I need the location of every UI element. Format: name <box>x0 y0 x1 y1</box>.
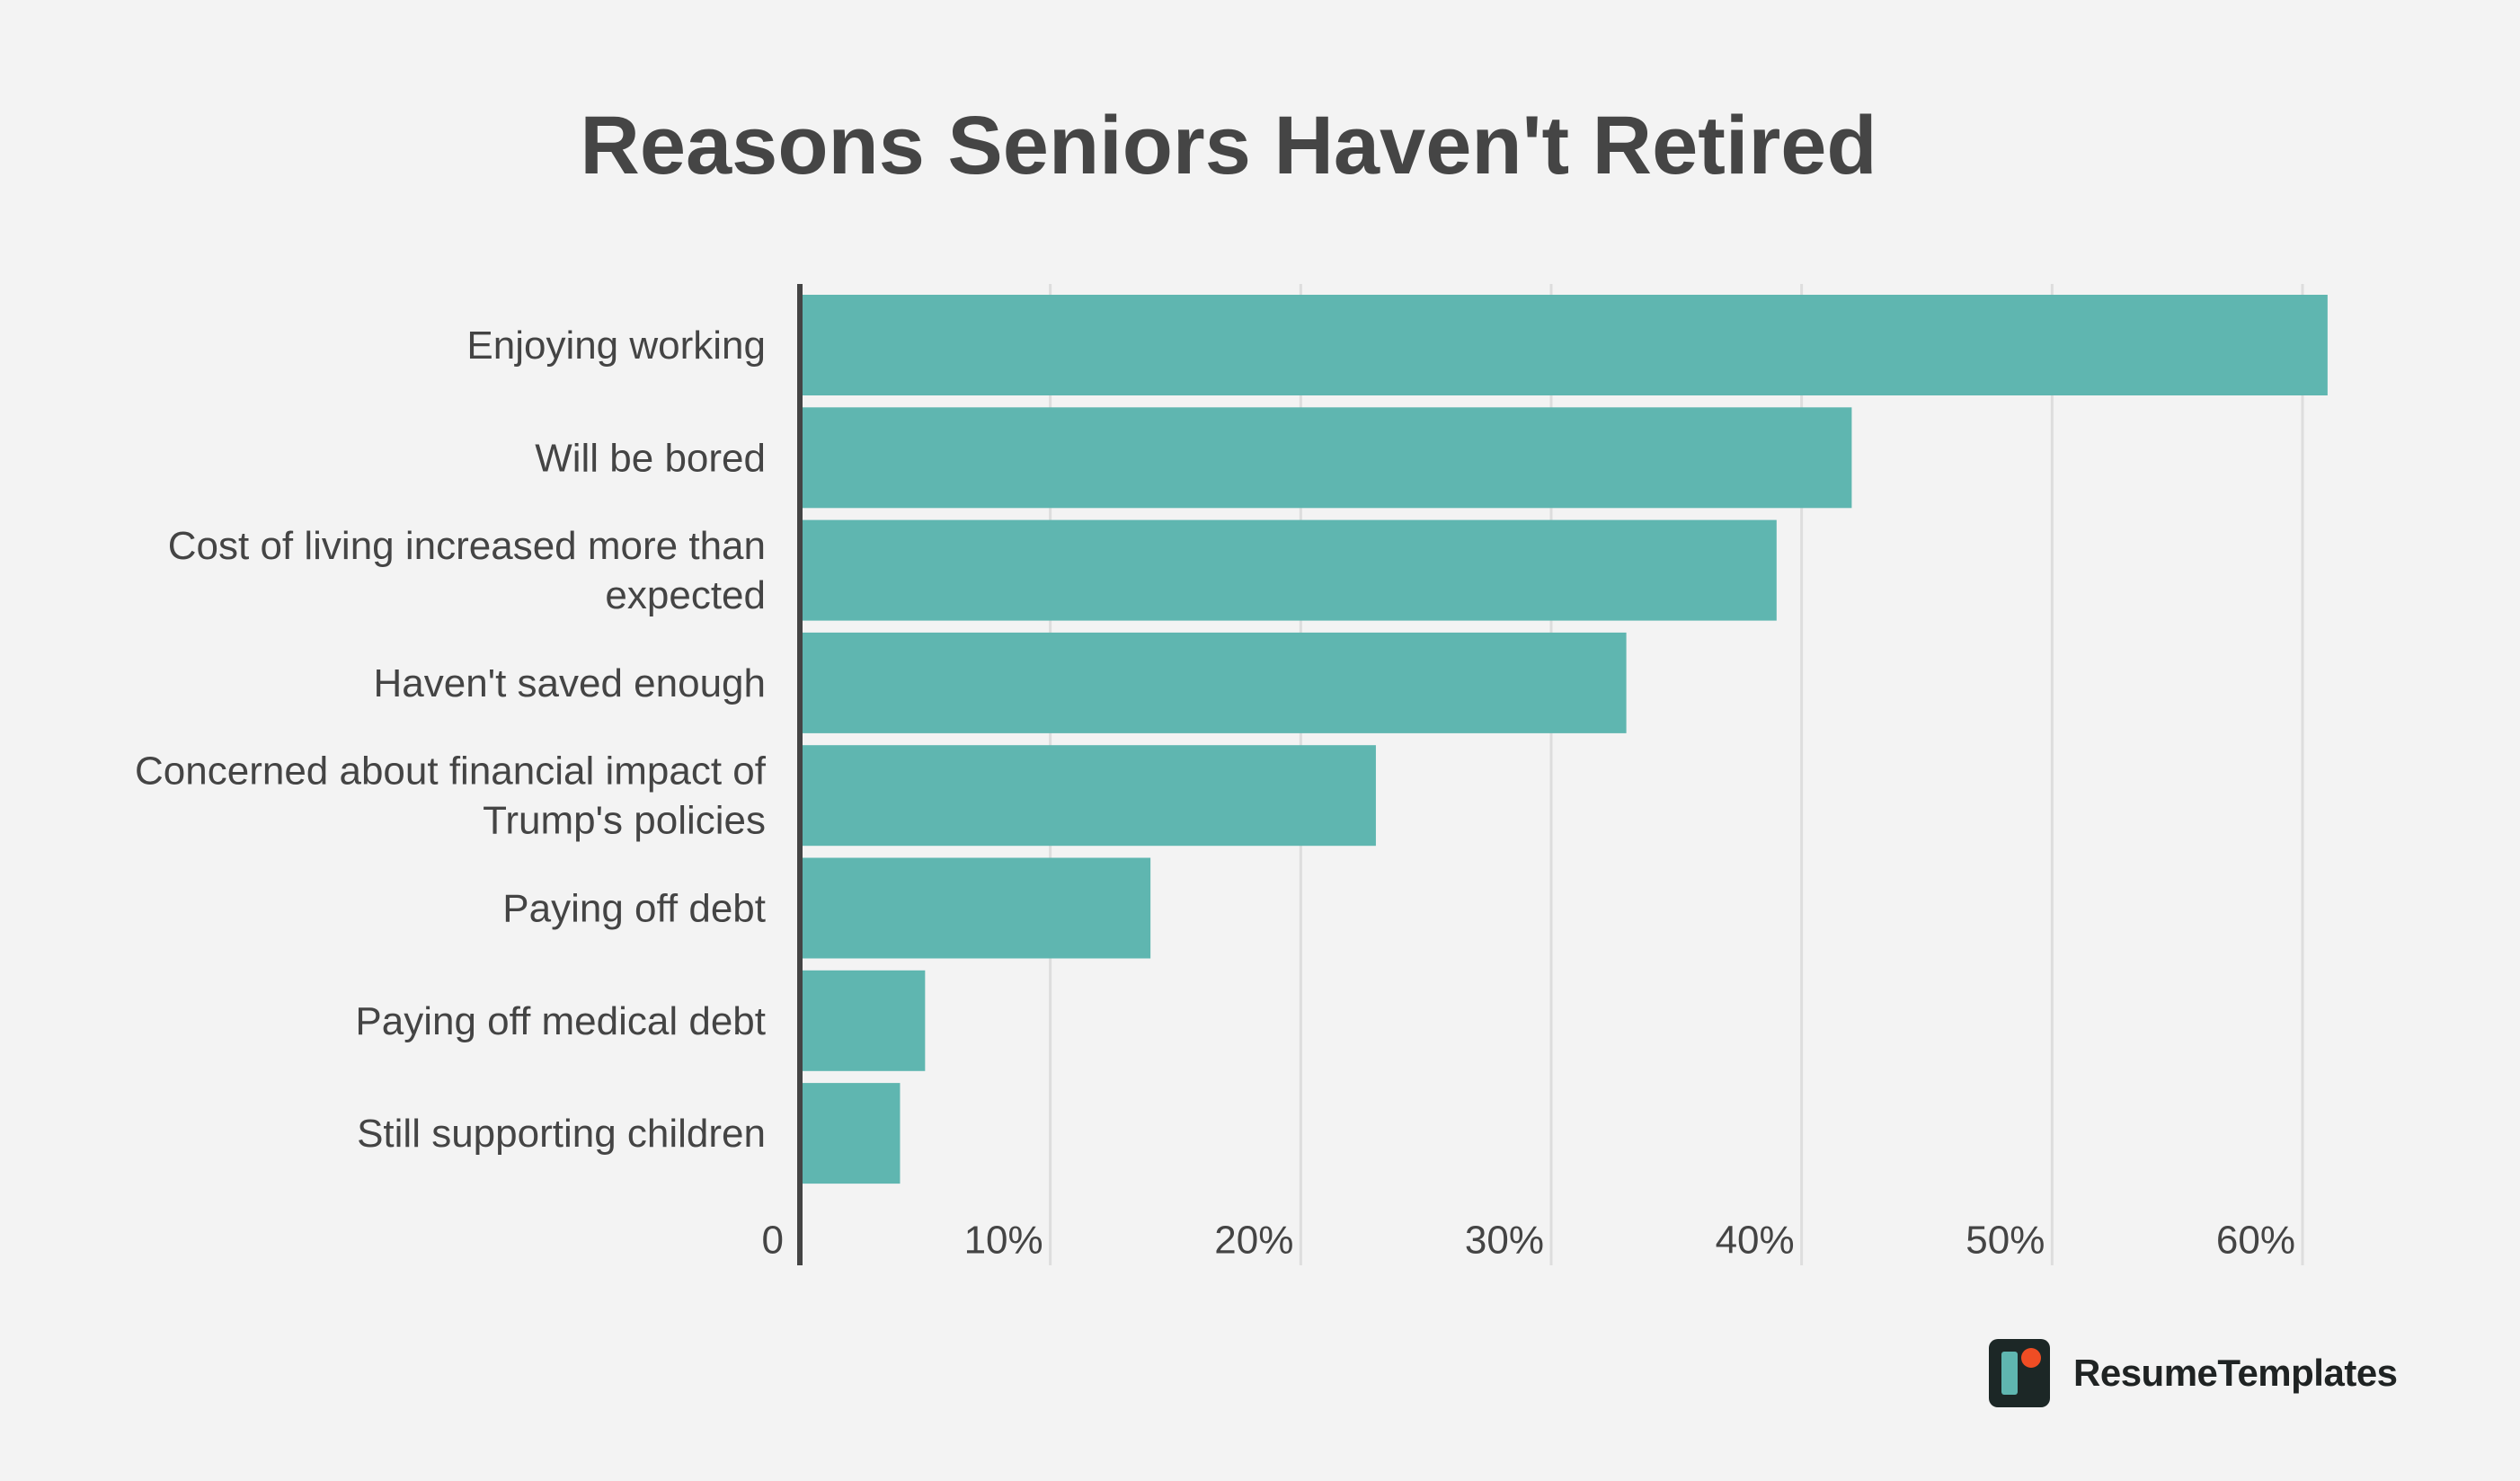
category-label-line: Will be bored <box>535 436 766 480</box>
bar <box>800 857 1151 959</box>
bars <box>800 295 2328 1184</box>
resume-templates-logo-icon <box>1989 1339 2050 1407</box>
category-label-line: Paying off debt <box>502 886 766 930</box>
category-label-line: Concerned about financial impact of <box>135 749 767 793</box>
bar <box>800 970 926 1071</box>
category-label-line: Paying off medical debt <box>355 998 766 1042</box>
x-tick-label: 30% <box>1465 1219 1544 1263</box>
category-labels: Enjoying working Will be bored Cost of liv… <box>135 324 767 1156</box>
category-label-line: Still supporting children <box>357 1112 766 1156</box>
bar <box>800 295 2328 395</box>
x-tick-labels: 0 10% 20% 30% 40% 50% 60% <box>762 1219 2295 1263</box>
bar <box>800 632 1627 733</box>
category-label: Haven't saved enough <box>374 661 767 705</box>
x-tick-label: 60% <box>2216 1219 2295 1263</box>
x-tick-label: 20% <box>1214 1219 1293 1263</box>
category-label: Concerned about financial impact of Trump… <box>135 749 767 842</box>
brand-name: ResumeTemplates <box>2073 1352 2398 1394</box>
category-label-line: Haven't saved enough <box>374 661 767 705</box>
category-label: Cost of living increased more than expect… <box>168 524 766 617</box>
bar <box>800 519 1777 621</box>
x-tick-label: 10% <box>964 1219 1043 1263</box>
category-label: Paying off debt <box>502 886 766 930</box>
x-tick-label: 0 <box>762 1219 784 1263</box>
category-label-line: expected <box>605 573 766 617</box>
category-label-line: Enjoying working <box>466 324 766 368</box>
category-label: Will be bored <box>535 436 766 480</box>
x-tick-label: 40% <box>1716 1219 1795 1263</box>
chart-title: Reasons Seniors Haven't Retired <box>580 100 1877 191</box>
bar <box>800 407 1852 509</box>
x-tick-label: 50% <box>1965 1219 2045 1263</box>
category-label: Still supporting children <box>357 1112 766 1156</box>
category-label: Enjoying working <box>466 324 766 368</box>
category-label-line: Cost of living increased more than <box>168 524 766 568</box>
bar <box>800 1083 901 1184</box>
category-label-line: Trump's policies <box>483 798 766 842</box>
category-label: Paying off medical debt <box>355 998 766 1042</box>
bar <box>800 745 1376 847</box>
brand-footer: ResumeTemplates <box>1989 1337 2398 1409</box>
